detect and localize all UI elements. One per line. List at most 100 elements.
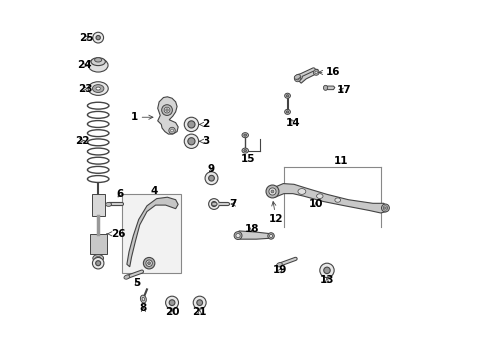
Ellipse shape xyxy=(145,260,152,266)
Ellipse shape xyxy=(96,87,100,90)
Text: 11: 11 xyxy=(333,156,347,166)
Ellipse shape xyxy=(316,194,323,198)
Ellipse shape xyxy=(187,138,195,145)
Text: 3: 3 xyxy=(199,136,209,146)
Ellipse shape xyxy=(96,36,100,40)
Ellipse shape xyxy=(334,198,340,202)
Ellipse shape xyxy=(296,77,298,80)
Ellipse shape xyxy=(297,76,300,78)
Text: 22: 22 xyxy=(75,136,89,145)
Ellipse shape xyxy=(96,256,101,260)
Ellipse shape xyxy=(323,267,329,274)
Text: 16: 16 xyxy=(318,67,340,77)
Ellipse shape xyxy=(297,189,305,194)
Ellipse shape xyxy=(91,58,105,66)
Text: 19: 19 xyxy=(273,265,287,275)
Ellipse shape xyxy=(92,257,104,269)
Ellipse shape xyxy=(88,58,108,72)
Ellipse shape xyxy=(314,71,317,74)
Ellipse shape xyxy=(93,32,103,43)
Ellipse shape xyxy=(267,233,274,239)
Ellipse shape xyxy=(196,300,202,306)
Ellipse shape xyxy=(285,95,288,97)
Ellipse shape xyxy=(270,190,273,193)
Polygon shape xyxy=(126,197,178,267)
Ellipse shape xyxy=(208,175,214,181)
Bar xyxy=(122,194,181,273)
Ellipse shape xyxy=(96,261,101,266)
Ellipse shape xyxy=(147,262,150,265)
Ellipse shape xyxy=(143,257,155,269)
Text: 9: 9 xyxy=(207,164,215,174)
Ellipse shape xyxy=(208,199,219,210)
Ellipse shape xyxy=(234,231,242,239)
Ellipse shape xyxy=(92,85,104,93)
Text: 23: 23 xyxy=(78,84,92,94)
Ellipse shape xyxy=(211,202,217,206)
Ellipse shape xyxy=(93,255,103,262)
Text: 17: 17 xyxy=(336,85,351,95)
Text: 24: 24 xyxy=(78,60,92,70)
Ellipse shape xyxy=(140,295,146,303)
Ellipse shape xyxy=(94,58,102,62)
Ellipse shape xyxy=(323,85,327,90)
Text: 7: 7 xyxy=(229,199,236,209)
Text: 14: 14 xyxy=(285,118,300,128)
Text: 25: 25 xyxy=(79,33,93,42)
Ellipse shape xyxy=(235,233,240,238)
Text: 15: 15 xyxy=(241,154,255,164)
Text: 20: 20 xyxy=(164,307,179,317)
Ellipse shape xyxy=(124,275,129,279)
Ellipse shape xyxy=(88,82,108,95)
Text: 13: 13 xyxy=(319,275,333,285)
Ellipse shape xyxy=(165,109,168,111)
Text: 1: 1 xyxy=(130,112,153,122)
Ellipse shape xyxy=(294,75,300,79)
Polygon shape xyxy=(158,97,178,134)
Ellipse shape xyxy=(193,296,206,309)
Text: 6: 6 xyxy=(116,189,123,199)
Ellipse shape xyxy=(168,127,175,134)
Ellipse shape xyxy=(268,188,276,195)
Ellipse shape xyxy=(284,93,290,98)
Ellipse shape xyxy=(211,202,216,207)
Ellipse shape xyxy=(242,148,248,153)
Text: 21: 21 xyxy=(192,307,206,317)
Text: 8: 8 xyxy=(140,303,147,314)
Ellipse shape xyxy=(294,75,300,82)
Ellipse shape xyxy=(313,69,319,75)
Bar xyxy=(92,194,104,216)
Text: 5: 5 xyxy=(133,278,140,288)
Polygon shape xyxy=(296,69,317,83)
Ellipse shape xyxy=(187,121,195,128)
Ellipse shape xyxy=(164,107,169,113)
Ellipse shape xyxy=(170,129,173,132)
Text: 12: 12 xyxy=(268,202,283,224)
Ellipse shape xyxy=(244,149,246,152)
Text: 4: 4 xyxy=(150,186,158,197)
Text: 18: 18 xyxy=(244,225,258,234)
Ellipse shape xyxy=(162,105,172,116)
Ellipse shape xyxy=(384,207,386,209)
Ellipse shape xyxy=(295,74,302,80)
Ellipse shape xyxy=(383,206,387,210)
Ellipse shape xyxy=(184,134,198,148)
Text: 2: 2 xyxy=(199,120,209,129)
Ellipse shape xyxy=(184,117,198,132)
Ellipse shape xyxy=(319,263,333,278)
Polygon shape xyxy=(268,184,387,213)
Ellipse shape xyxy=(142,297,144,301)
Ellipse shape xyxy=(276,262,282,267)
Ellipse shape xyxy=(105,202,111,206)
Ellipse shape xyxy=(285,111,288,113)
Ellipse shape xyxy=(269,234,272,238)
Polygon shape xyxy=(236,231,272,239)
Ellipse shape xyxy=(165,296,178,309)
Ellipse shape xyxy=(244,134,246,136)
Ellipse shape xyxy=(265,185,278,198)
Ellipse shape xyxy=(284,109,290,114)
Ellipse shape xyxy=(169,300,175,306)
Ellipse shape xyxy=(242,133,248,138)
Bar xyxy=(89,234,106,253)
Polygon shape xyxy=(324,86,334,90)
